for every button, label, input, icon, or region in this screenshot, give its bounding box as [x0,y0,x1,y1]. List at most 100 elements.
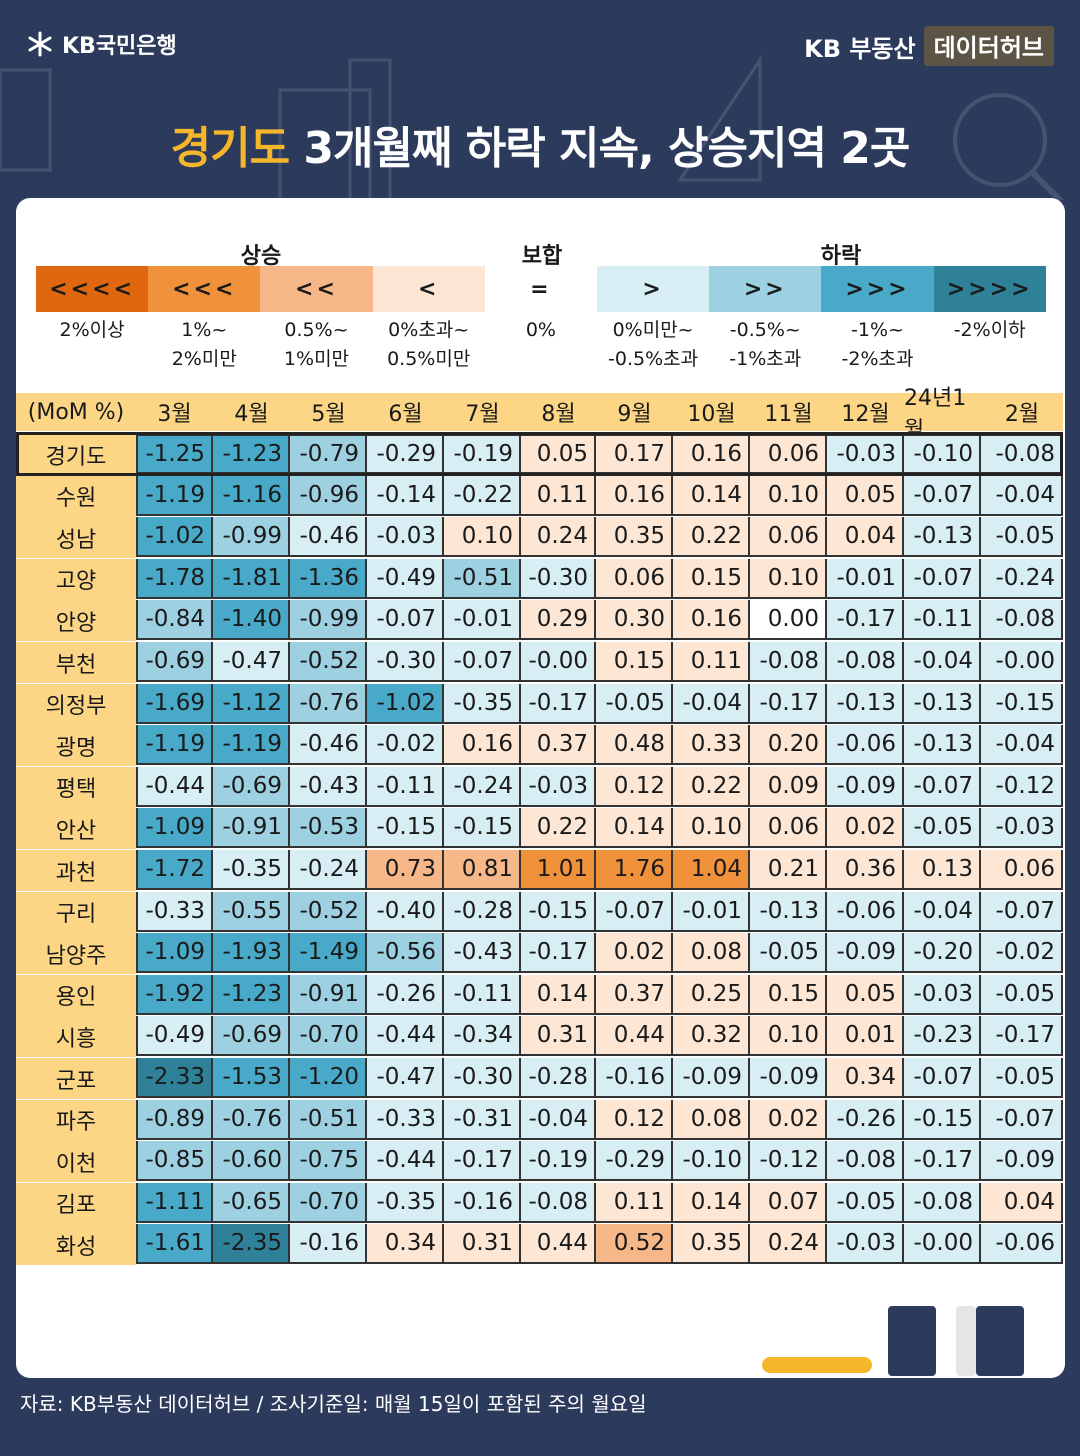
data-cell: -0.07 [904,475,981,516]
data-cell: -0.07 [904,558,981,599]
data-cell: -0.99 [290,600,367,641]
data-cell: -0.52 [290,642,367,682]
data-cell: -0.07 [981,1099,1063,1140]
data-cell: 0.10 [750,475,827,516]
data-cell: -0.69 [213,1016,290,1057]
data-cell: -0.49 [367,558,444,599]
data-cell: -0.19 [521,1141,596,1182]
data-cell: 0.31 [521,1016,596,1057]
data-cell: -0.16 [596,1058,673,1098]
column-header: 3월 [136,393,213,431]
data-cell: -0.15 [444,808,521,849]
data-cell: -0.13 [904,683,981,724]
data-cell: -0.04 [521,1099,596,1140]
row-label: 경기도 [16,434,136,475]
row-label: 부천 [16,642,136,683]
legend-label-line2: 1%미만 [283,348,350,370]
data-cell: -0.07 [904,1058,981,1098]
data-cell: 0.24 [750,1224,827,1265]
data-cell: -0.29 [367,434,444,474]
legend-label-line1: 0%초과~ [388,319,470,341]
data-cell: -0.03 [981,808,1063,849]
data-cell: -0.52 [290,891,367,932]
data-cell: -0.17 [521,933,596,974]
data-cell: 0.31 [444,1224,521,1265]
legend-box: = [484,266,597,312]
data-cell: -1.78 [136,558,213,599]
data-cell: -1.20 [290,1058,367,1098]
top-bar: KB국민은행 KB 부동산 데이터허브 [0,0,1080,90]
kb-bank-logo: KB국민은행 [26,28,177,60]
data-cell: 0.11 [673,642,750,682]
data-cell: 0.02 [827,808,904,849]
legend-label: 1%~ 2%미만 [148,316,260,374]
data-cell: -0.60 [213,1141,290,1182]
legend-box: < [372,266,485,312]
data-cell: -0.15 [367,808,444,849]
data-cell: -1.23 [213,434,290,474]
data-cell: -0.70 [290,1016,367,1057]
data-cell: 0.16 [673,600,750,641]
data-cell: -0.01 [827,558,904,599]
data-cell: -0.43 [444,933,521,974]
data-cell: -0.53 [290,808,367,849]
data-cell: 0.48 [596,725,673,766]
hub-brand-text: KB 부동산 [804,34,916,63]
row-label: 용인 [16,974,136,1016]
data-cell: -0.35 [444,683,521,724]
row-label: 파주 [16,1099,136,1141]
data-cell: -1.16 [213,475,290,516]
kb-star-icon [28,31,52,57]
data-cell: 0.09 [750,766,827,807]
data-cell: -0.23 [904,1016,981,1057]
data-cell: 0.22 [521,808,596,849]
data-cell: 0.16 [596,475,673,516]
legend-label-line2: -0.5%초과 [608,348,699,370]
data-cell: -1.19 [213,725,290,766]
column-header: 7월 [444,393,521,431]
data-cell: -0.24 [290,850,367,890]
data-cell: -0.03 [827,1224,904,1265]
data-cell: -0.07 [367,600,444,641]
legend-rise-heading: 상승 [240,244,282,269]
data-cell: -0.01 [673,891,750,932]
legend-label-line2: -2%초과 [841,348,914,370]
data-cell: -1.40 [213,600,290,641]
column-header: 12월 [827,393,904,431]
data-cell: -0.56 [367,933,444,974]
page-title: 경기도 3개월째 하락 지속, 상승지역 2곳 [0,112,1080,176]
data-cell: -1.09 [136,808,213,849]
data-cell: -0.09 [827,766,904,807]
data-cell: -0.05 [981,1058,1063,1098]
data-cell: 0.12 [596,1099,673,1140]
data-cell: 0.12 [596,766,673,807]
data-cell: -2.33 [136,1058,213,1098]
data-cell: -0.76 [290,683,367,724]
data-cell: 0.16 [444,725,521,766]
data-cell: 0.06 [750,808,827,849]
data-cell: -0.05 [981,974,1063,1015]
data-cell: -1.02 [136,517,213,558]
legend-label-line1: -2%이하 [953,319,1026,341]
data-cell: 0.05 [521,434,596,474]
data-cell: -0.89 [136,1099,213,1140]
data-cell: -1.72 [136,850,213,890]
column-header: 24년1월 [904,386,981,443]
data-cell: -0.17 [981,1016,1063,1057]
data-cell: -0.33 [136,891,213,932]
row-label: 고양 [16,558,136,600]
data-cell: -0.35 [367,1182,444,1223]
data-cell: -0.24 [444,766,521,807]
bank-logo-text: KB국민은행 [62,34,177,59]
data-cell: -0.11 [444,974,521,1015]
data-cell: -0.46 [290,725,367,766]
data-cell: 0.10 [750,558,827,599]
data-cell: -0.10 [673,1141,750,1182]
data-cell: 0.34 [367,1224,444,1265]
data-cell: -0.22 [444,475,521,516]
data-cell: 0.01 [827,1016,904,1057]
legend-label-line2: -1%초과 [729,348,802,370]
data-cell: -0.04 [904,891,981,932]
data-cell: 0.06 [981,850,1063,890]
data-cell: -0.03 [367,517,444,558]
